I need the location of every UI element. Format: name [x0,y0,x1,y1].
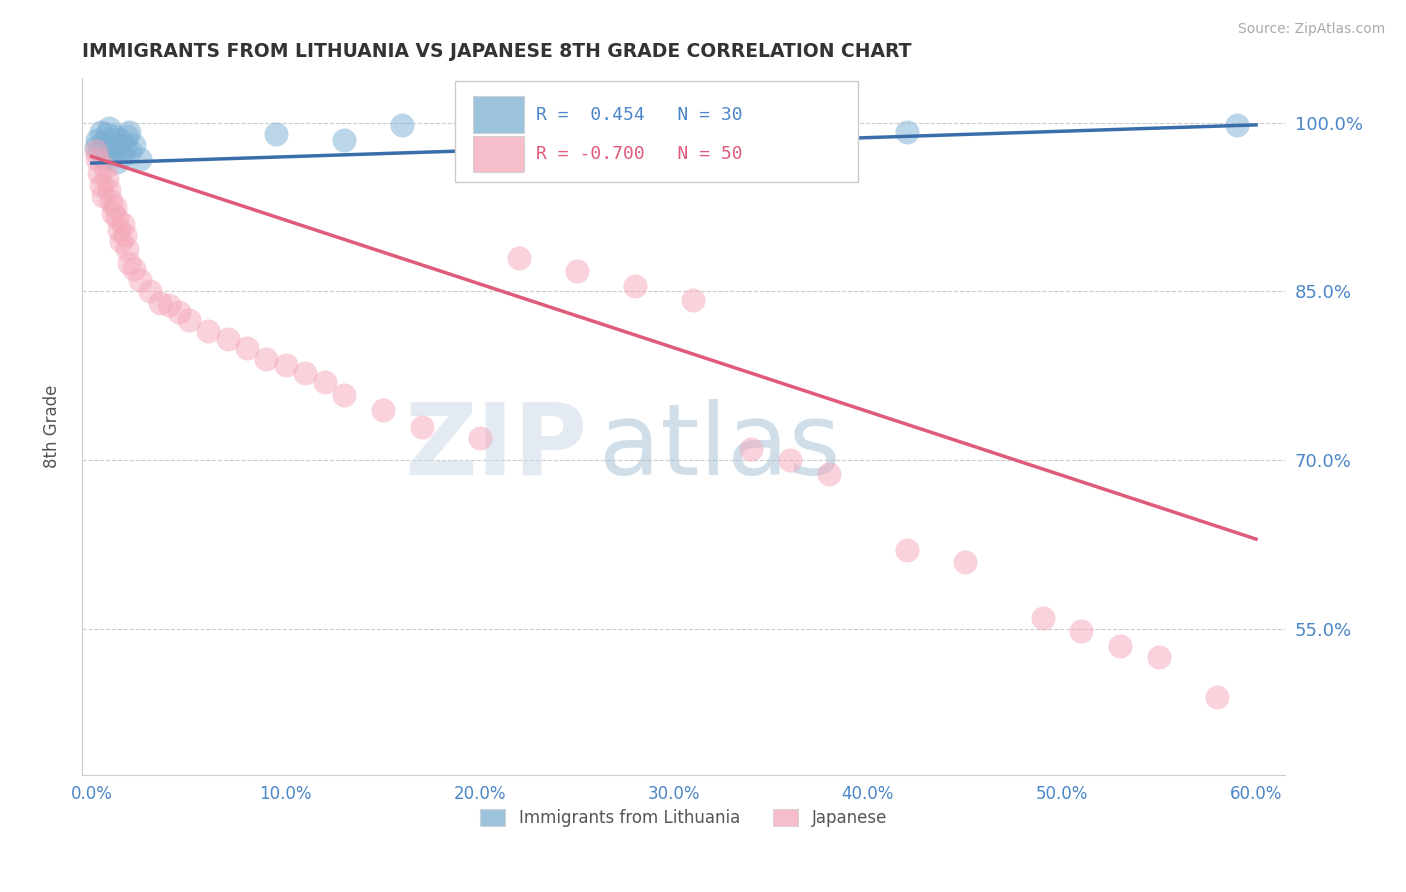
Point [115,242,138,256]
Point [108,138,131,153]
Point [1070,624,1092,639]
Point [682,129,704,144]
Point [1032,611,1054,625]
Point [896,543,918,558]
Point [90,178,112,192]
Point [91,136,114,150]
Point [100,144,122,158]
Point [108,222,131,236]
Point [565,264,588,278]
Point [264,127,287,141]
Point [114,140,136,154]
Point [468,125,491,139]
Point [117,256,139,270]
Point [508,251,530,265]
Point [1109,639,1132,653]
Point [333,132,356,146]
Point [896,125,918,139]
Point [114,228,136,243]
Point [682,293,704,308]
Point [371,402,394,417]
Point [89,144,111,158]
Point [1206,690,1229,704]
Point [84,140,107,154]
Point [98,121,121,136]
Point [274,358,297,372]
FancyBboxPatch shape [472,136,523,172]
Point [157,298,180,312]
Point [236,341,259,355]
Text: atlas: atlas [599,399,841,496]
Point [101,147,124,161]
Point [129,273,152,287]
Point [546,121,568,136]
Point [90,125,112,139]
Point [818,132,841,146]
Point [197,324,219,338]
Point [110,132,132,146]
Text: Source: ZipAtlas.com: Source: ZipAtlas.com [1237,22,1385,37]
Point [391,118,413,132]
Point [254,351,277,366]
Point [624,278,647,293]
Point [115,129,138,144]
Point [111,217,134,231]
Point [104,200,127,214]
Point [294,366,316,380]
Y-axis label: 8th Grade: 8th Grade [44,384,60,468]
Text: ZIP: ZIP [405,399,588,496]
Point [314,375,336,389]
Text: R =  0.454   N = 30: R = 0.454 N = 30 [536,105,742,124]
Point [101,205,124,219]
Point [177,312,200,326]
Point [148,295,170,310]
Text: R = -0.700   N = 50: R = -0.700 N = 50 [536,145,742,162]
Point [104,129,127,144]
Point [333,388,356,402]
Point [96,127,118,141]
Point [740,442,762,456]
FancyBboxPatch shape [456,81,858,182]
Point [98,183,121,197]
Point [84,144,107,158]
Point [94,152,117,166]
Point [86,132,108,146]
Point [120,144,142,158]
Point [100,194,122,209]
FancyBboxPatch shape [472,96,523,133]
Point [111,149,134,163]
Point [86,152,108,166]
Point [105,155,128,169]
Legend: Immigrants from Lithuania, Japanese: Immigrants from Lithuania, Japanese [474,802,894,833]
Point [953,555,976,569]
Point [818,467,841,481]
Point [129,152,152,166]
Point [94,161,117,175]
Point [96,172,118,186]
Point [117,125,139,139]
Point [167,304,190,318]
Point [217,332,239,346]
Point [1226,118,1249,132]
Point [1147,650,1170,665]
Point [110,234,132,248]
Text: IMMIGRANTS FROM LITHUANIA VS JAPANESE 8TH GRADE CORRELATION CHART: IMMIGRANTS FROM LITHUANIA VS JAPANESE 8T… [82,42,911,61]
Point [139,285,162,299]
Point [411,419,433,434]
Point [91,188,114,202]
Point [89,166,111,180]
Point [124,262,146,277]
Point [105,211,128,226]
Point [124,138,146,153]
Point [779,453,801,467]
Point [468,431,491,445]
